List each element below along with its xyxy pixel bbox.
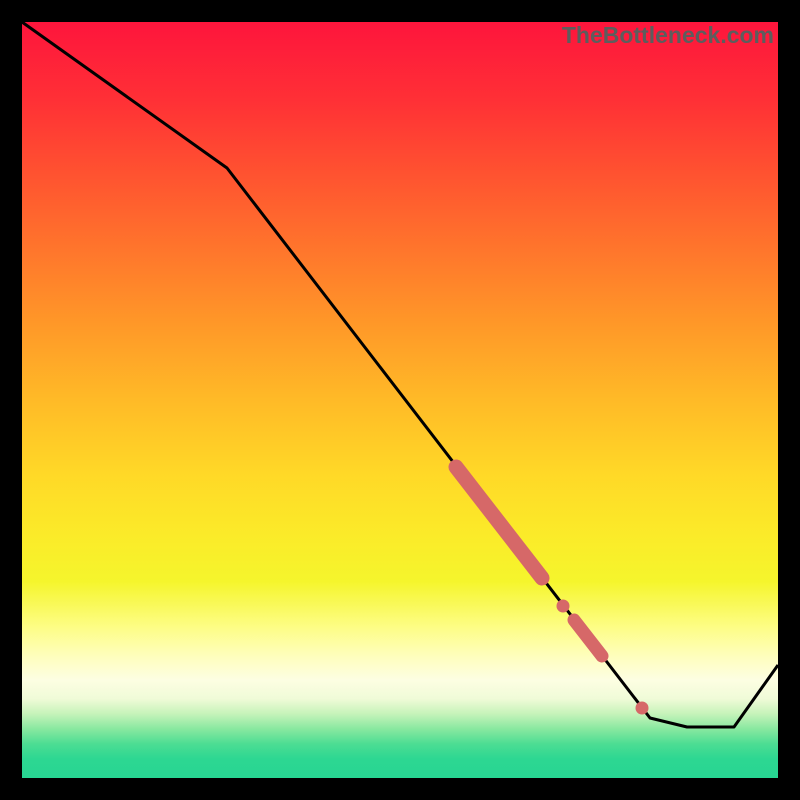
data-marker: [636, 702, 649, 715]
data-marker: [557, 600, 570, 613]
watermark-text: TheBottleneck.com: [562, 22, 774, 49]
bottleneck-line-chart: [22, 22, 778, 778]
plot-area: TheBottleneck.com: [22, 22, 778, 778]
chart-frame: TheBottleneck.com: [0, 0, 800, 800]
gradient-background: [22, 22, 778, 778]
